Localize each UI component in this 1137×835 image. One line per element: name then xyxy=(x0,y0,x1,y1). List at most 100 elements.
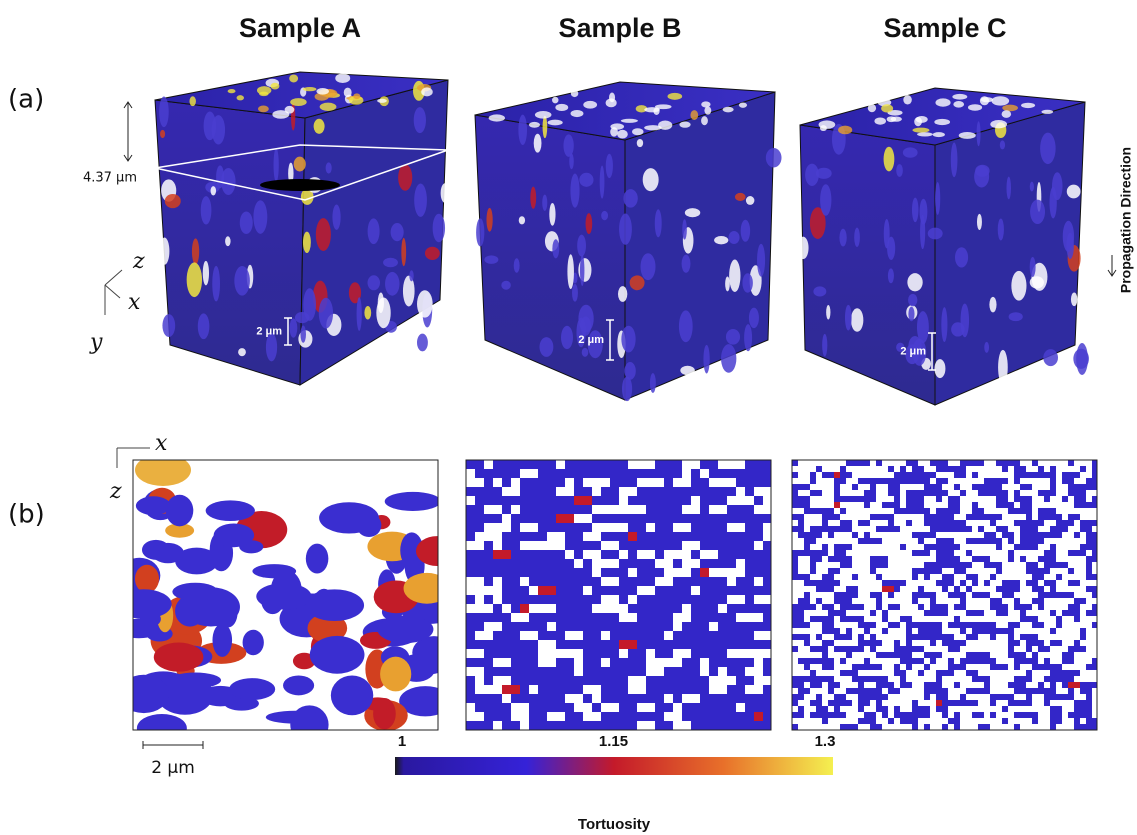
pore xyxy=(718,568,727,577)
pore xyxy=(1062,616,1074,622)
pore xyxy=(592,550,601,559)
pore xyxy=(156,674,214,715)
pore xyxy=(1056,700,1062,706)
texture xyxy=(619,213,632,245)
pore xyxy=(511,613,529,622)
pore xyxy=(673,622,682,631)
pore xyxy=(930,694,936,700)
panel-label: (a) xyxy=(8,85,44,115)
pore xyxy=(745,649,763,658)
pore xyxy=(1056,472,1062,478)
pore xyxy=(682,613,691,622)
pore xyxy=(912,652,924,658)
pore xyxy=(1062,646,1068,652)
pore xyxy=(930,670,936,676)
pore xyxy=(852,652,858,658)
pore xyxy=(810,634,816,640)
pore xyxy=(954,628,960,634)
scale-bar-label: 2 μm xyxy=(578,334,604,346)
pore xyxy=(213,523,255,548)
pore xyxy=(876,610,882,616)
pore xyxy=(894,682,900,688)
pore xyxy=(1002,670,1014,676)
pore xyxy=(538,604,556,613)
pore xyxy=(1038,694,1044,700)
texture xyxy=(1049,186,1057,219)
colorbar-tick-label: 1.15 xyxy=(599,733,628,750)
pore xyxy=(798,490,810,496)
pore xyxy=(924,502,936,508)
pore xyxy=(1062,532,1068,538)
pore xyxy=(984,640,990,646)
pore xyxy=(1002,538,1008,544)
pore xyxy=(283,675,315,696)
pore xyxy=(804,514,810,520)
pore xyxy=(637,586,655,595)
texture xyxy=(679,121,691,128)
pore xyxy=(1020,694,1026,700)
pore xyxy=(1014,538,1020,544)
pore xyxy=(960,712,972,718)
texture xyxy=(364,305,372,320)
pore xyxy=(882,658,894,664)
pore xyxy=(852,508,864,514)
pore xyxy=(810,688,816,694)
pore xyxy=(894,598,900,604)
pore xyxy=(1074,592,1080,598)
pore xyxy=(882,604,888,610)
texture xyxy=(316,87,329,95)
pore xyxy=(172,582,219,601)
pore xyxy=(810,724,816,730)
pore xyxy=(1008,706,1014,712)
pore xyxy=(1008,478,1014,484)
texture xyxy=(867,104,877,113)
pore xyxy=(1074,466,1080,472)
pore xyxy=(1002,514,1008,520)
pore xyxy=(1038,712,1050,718)
pore xyxy=(1020,646,1026,652)
pore xyxy=(954,538,960,544)
pore xyxy=(912,544,924,550)
texture xyxy=(975,164,990,177)
pore xyxy=(727,568,745,577)
texture xyxy=(488,114,506,122)
texture xyxy=(289,74,299,83)
pore xyxy=(948,604,954,610)
pore xyxy=(1002,520,1014,526)
texture xyxy=(164,193,181,209)
pore xyxy=(628,568,637,577)
pore xyxy=(619,649,628,658)
texture xyxy=(704,106,712,115)
texture xyxy=(417,290,433,318)
pore xyxy=(556,514,574,523)
pore xyxy=(1086,514,1092,520)
pore xyxy=(1086,640,1097,646)
pore xyxy=(718,478,736,487)
pore xyxy=(1020,574,1032,580)
pore xyxy=(852,628,864,634)
pore xyxy=(930,616,936,622)
pore xyxy=(637,703,655,712)
axis-label: z xyxy=(132,249,145,274)
texture xyxy=(159,237,170,265)
pore xyxy=(520,721,529,730)
texture xyxy=(701,101,711,108)
pore xyxy=(930,556,936,562)
pore xyxy=(846,682,858,688)
pore xyxy=(1062,664,1074,670)
pore xyxy=(1074,688,1080,694)
texture xyxy=(703,344,710,374)
pore xyxy=(990,544,996,550)
pore xyxy=(1044,628,1050,634)
pore xyxy=(583,532,601,541)
pore xyxy=(948,712,954,718)
pore xyxy=(882,550,888,556)
pore xyxy=(1074,568,1086,574)
pore xyxy=(1014,502,1020,508)
pore xyxy=(502,487,520,496)
pore xyxy=(912,670,918,676)
cubes: 2 μm 2 μm 2 μm xyxy=(154,71,1089,406)
pore xyxy=(583,712,601,721)
pore xyxy=(876,622,888,628)
pore xyxy=(882,634,888,640)
